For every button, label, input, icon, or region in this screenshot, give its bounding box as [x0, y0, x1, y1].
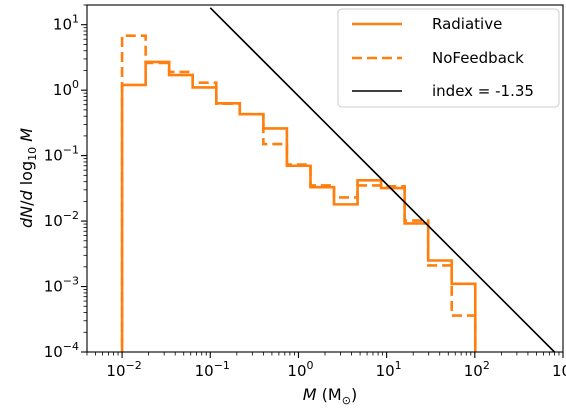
series-layer [120, 7, 556, 352]
series-line-nofeedback [120, 34, 477, 352]
x-tick-label: 10−2 [106, 359, 141, 380]
x-tick-label: 10−1 [195, 359, 230, 380]
legend-label-index: index = -1.35 [432, 82, 534, 100]
y-axis-label: dN/d log10 M [17, 128, 39, 228]
y-tick-label: 100 [53, 78, 79, 99]
plot-frame [86, 4, 564, 353]
y-tick-label: 10−1 [44, 144, 79, 165]
legend-box [337, 8, 560, 108]
legend: Radiative NoFeedback index = -1.35 [337, 8, 560, 108]
legend-label-radiative: Radiative [432, 15, 502, 33]
x-tick-label: 102 [464, 359, 490, 380]
series-line-index-1-35 [209, 7, 556, 352]
ticks-layer: 10−2 10−1 100 101 102 103 10−4 10−3 10−2 10−1 100 1… [44, 4, 566, 380]
y-tick-label: 10−3 [44, 275, 79, 296]
x-tick-label: 100 [287, 359, 313, 380]
x-tick-label: 101 [376, 359, 402, 380]
y-tick-label: 10−4 [44, 340, 79, 361]
x-tick-label: 103 [552, 359, 566, 380]
legend-label-nofeedback: NoFeedback [432, 49, 524, 67]
y-tick-label: 10−2 [44, 209, 79, 230]
x-axis-label: M (M⊙) [303, 385, 357, 407]
y-tick-label: 101 [53, 13, 79, 34]
